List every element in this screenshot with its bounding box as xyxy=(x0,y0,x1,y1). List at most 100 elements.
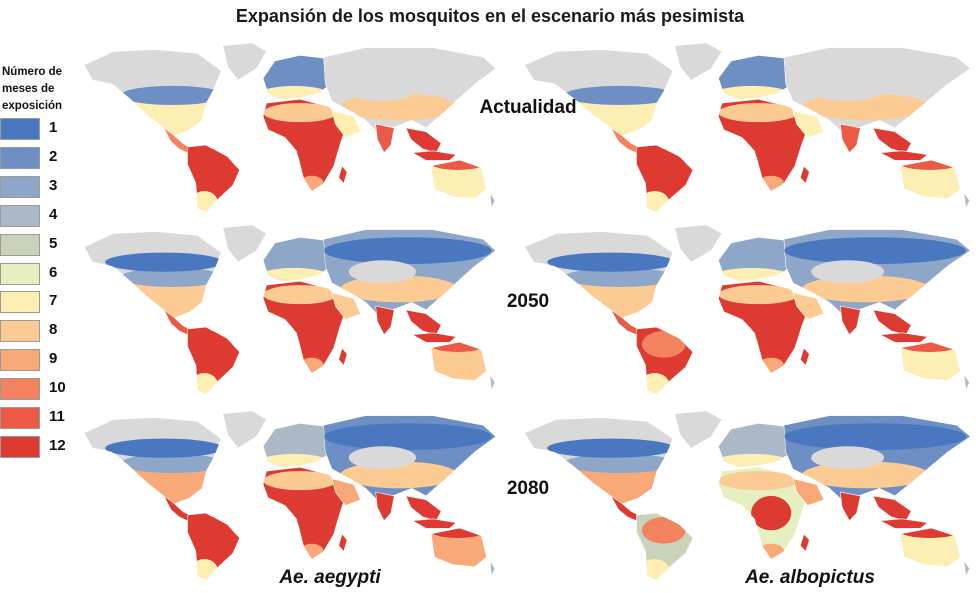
legend-label: 10 xyxy=(49,379,66,397)
species-label-aegypti: Ae. aegypti xyxy=(279,567,381,588)
madagascar-region xyxy=(338,347,348,366)
species-label-albopictus: Ae. albopictus xyxy=(745,567,875,588)
australia-region xyxy=(430,528,487,567)
south-america-core xyxy=(641,330,686,358)
north-america-band xyxy=(563,267,673,287)
asia-north-band xyxy=(323,423,492,451)
africa-sahara xyxy=(263,103,338,123)
world-map-albopictus-2080 xyxy=(524,410,971,580)
indonesia-region xyxy=(879,518,929,529)
africa-core xyxy=(751,127,792,163)
asia-north-band xyxy=(323,55,492,83)
legend-label: 2 xyxy=(49,147,58,165)
india-region xyxy=(840,491,861,522)
greenland-region xyxy=(674,410,723,449)
map-title: Expansión de los mosquitos en el escenar… xyxy=(235,6,745,26)
world-map-aegypti-actualidad xyxy=(83,42,497,212)
legend-label: 12 xyxy=(49,436,66,454)
legend-label: 5 xyxy=(49,234,58,252)
arabia-region xyxy=(792,478,825,506)
legend-label: 6 xyxy=(49,263,58,281)
australia-north xyxy=(431,342,487,352)
greenland-region xyxy=(222,42,267,81)
north-america-north-band xyxy=(105,438,222,458)
north-america-north-band xyxy=(547,438,673,458)
south-america-core xyxy=(192,148,233,176)
india-region xyxy=(840,123,861,154)
africa-core xyxy=(293,309,331,345)
africa-sahara xyxy=(263,471,338,491)
greenland-region xyxy=(222,410,267,449)
south-america-core xyxy=(641,516,686,544)
australia-north xyxy=(900,342,961,352)
europe-south-band xyxy=(718,85,789,100)
asia-north-band xyxy=(783,237,966,265)
period-label-actualidad: Actualidad xyxy=(479,97,577,118)
north-america-band xyxy=(563,85,673,105)
north-america-band xyxy=(120,85,222,105)
asia-north-band xyxy=(323,237,492,265)
asia-desert xyxy=(348,446,416,470)
australia-region xyxy=(430,160,487,199)
legend-swatch xyxy=(0,435,40,458)
legend-swatch xyxy=(0,175,40,198)
africa-sahara xyxy=(718,471,799,491)
europe-south-band xyxy=(718,453,789,468)
southeast-asia-region xyxy=(405,127,442,154)
new-zealand-region xyxy=(963,191,970,210)
new-zealand-region xyxy=(489,373,496,392)
southeast-asia-region xyxy=(872,309,912,336)
legend-label: 9 xyxy=(49,350,58,368)
greenland-region xyxy=(674,224,723,263)
africa-core xyxy=(293,495,331,531)
legend-swatch xyxy=(0,320,40,343)
india-region xyxy=(375,305,395,336)
europe-south-band xyxy=(263,85,328,100)
asia-desert xyxy=(348,78,416,102)
legend-label: 8 xyxy=(49,321,58,339)
india-region xyxy=(375,123,395,154)
africa-sahara xyxy=(263,285,338,305)
world-map-albopictus-2050 xyxy=(524,224,971,394)
greenland-region xyxy=(222,224,267,263)
period-label-2050: 2050 xyxy=(506,291,550,312)
europe-south-band xyxy=(263,453,328,468)
indonesia-region xyxy=(411,518,457,529)
north-america-north-band xyxy=(547,252,673,272)
europe-south-band xyxy=(263,267,328,282)
africa-core xyxy=(751,495,792,531)
africa-core xyxy=(751,309,792,345)
north-america-north-band xyxy=(105,252,222,272)
asia-desert xyxy=(811,78,884,102)
legend-swatch xyxy=(0,291,40,314)
madagascar-region xyxy=(799,165,810,184)
south-america-core xyxy=(641,148,686,176)
australia-north xyxy=(431,160,487,170)
new-zealand-region xyxy=(963,373,970,392)
arabia-region xyxy=(792,110,825,138)
legend-swatch xyxy=(0,204,40,227)
africa-core xyxy=(293,127,331,163)
indonesia-region xyxy=(411,150,457,161)
north-america-band xyxy=(120,267,222,287)
australia-north xyxy=(900,160,961,170)
asia-desert xyxy=(348,260,416,284)
indonesia-region xyxy=(411,332,457,343)
world-map-aegypti-2050 xyxy=(83,224,497,394)
madagascar-region xyxy=(799,533,810,552)
legend-label: 11 xyxy=(49,408,65,425)
legend-swatch xyxy=(0,407,40,429)
madagascar-region xyxy=(799,347,810,366)
legend-swatch xyxy=(0,118,40,140)
new-zealand-region xyxy=(489,559,496,578)
legend-title: Número de meses de exposición xyxy=(2,66,63,112)
africa-sahara xyxy=(718,285,799,305)
legend-label: 7 xyxy=(49,292,58,310)
period-label-2080: 2080 xyxy=(506,478,550,499)
south-america-core xyxy=(192,330,233,358)
legend-label: 1 xyxy=(49,119,58,136)
legend-swatch xyxy=(0,262,40,285)
australia-north xyxy=(900,528,961,538)
europe-south-band xyxy=(718,267,789,282)
southeast-asia-region xyxy=(872,127,912,154)
